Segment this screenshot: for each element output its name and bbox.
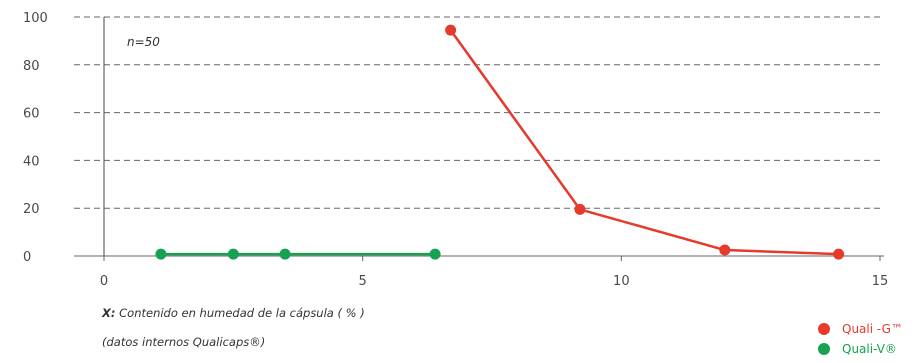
x-tick-label-0: 0 — [100, 274, 108, 289]
data-point-0-1 — [574, 203, 586, 215]
legend-label-quali-v: Quali-V® — [842, 342, 897, 356]
legend-item-quali-v: Quali-V® — [818, 339, 903, 359]
data-point-1-0 — [155, 248, 167, 260]
legend-label-quali-g: Quali -G™ — [842, 322, 903, 336]
gridlines — [74, 16, 884, 257]
data-point-1-2 — [279, 248, 291, 260]
y-tick-label-20: 20 — [23, 202, 40, 217]
y-tick-label-80: 80 — [23, 59, 40, 74]
series-1 — [155, 248, 441, 260]
series-0 — [445, 24, 845, 260]
y-tick-label-0: 0 — [23, 250, 31, 265]
legend: Quali -G™ Quali-V® — [818, 319, 903, 359]
y-tick-label-60: 60 — [23, 107, 40, 122]
x-axis-prefix: X: — [102, 306, 116, 320]
legend-item-quali-g: Quali -G™ — [818, 319, 903, 339]
data-point-1-1 — [227, 248, 239, 260]
data-point-0-3 — [833, 248, 845, 260]
data-point-1-3 — [429, 248, 441, 260]
sample-size-annotation: n=50 — [127, 35, 160, 49]
x-tick-label-10: 10 — [613, 274, 630, 289]
series-lines — [155, 24, 845, 260]
series-line-0 — [449, 29, 839, 256]
data-point-0-2 — [719, 244, 731, 256]
x-axis-label: X: Contenido en humedad de la cápsula ( … — [102, 306, 365, 320]
x-tick-label-5: 5 — [359, 274, 367, 289]
y-tick-label-40: 40 — [23, 154, 40, 169]
x-tick-label-15: 15 — [872, 274, 889, 289]
x-axis-title: Contenido en humedad de la cápsula ( % ) — [119, 306, 365, 320]
source-note: (datos internos Qualicaps®) — [102, 335, 266, 349]
legend-marker-quali-g — [818, 323, 830, 335]
legend-marker-quali-v — [818, 343, 830, 355]
y-tick-label-100: 100 — [23, 11, 48, 26]
axes: 0 20 40 60 80 100 0 5 10 15 — [23, 11, 888, 289]
data-point-0-0 — [445, 24, 457, 36]
